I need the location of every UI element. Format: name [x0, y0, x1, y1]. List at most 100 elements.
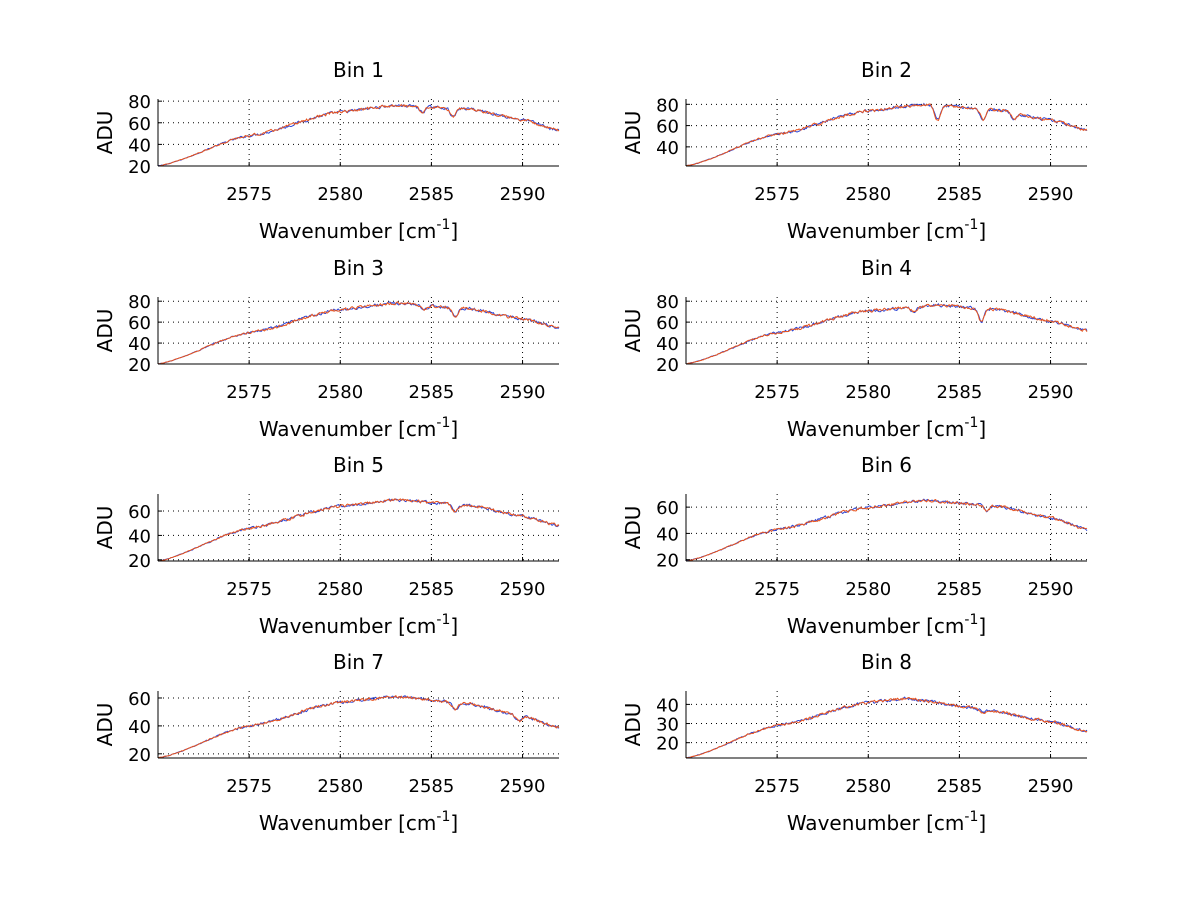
- x-tick-label: 2580: [845, 382, 891, 403]
- y-tick-label: 60: [128, 502, 151, 523]
- y-tick-label: 80: [128, 292, 151, 313]
- y-tick-label: 60: [656, 117, 679, 138]
- y-axis-label: ADU: [93, 703, 117, 747]
- x-axis-label-main: Wavenumber [cm: [259, 219, 437, 243]
- y-tick-label: 20: [128, 745, 151, 766]
- x-axis-label-end: ]: [978, 219, 986, 243]
- x-axis-label-superscript: -1: [436, 217, 450, 233]
- y-tick-label: 60: [128, 689, 151, 710]
- x-tick-label: 2590: [1028, 184, 1074, 205]
- x-axis-label-end: ]: [450, 811, 458, 835]
- x-axis-label-main: Wavenumber [cm: [259, 614, 437, 638]
- y-tick-label: 60: [656, 498, 679, 519]
- x-tick-label: 2580: [317, 382, 363, 403]
- y-tick-label: 40: [656, 695, 679, 716]
- y-tick-label: 40: [128, 135, 151, 156]
- x-axis-label: Wavenumber [cm-1]: [787, 809, 986, 835]
- x-axis-label-superscript: -1: [964, 415, 978, 431]
- x-tick-label: 2575: [226, 579, 272, 600]
- x-tick-label: 2590: [500, 776, 546, 797]
- y-tick-label: 40: [656, 524, 679, 545]
- y-axis-label: ADU: [621, 703, 645, 747]
- x-tick-label: 2575: [754, 776, 800, 797]
- series-line-orange: [157, 301, 560, 365]
- x-axis-label-end: ]: [450, 417, 458, 441]
- x-axis-label: Wavenumber [cm-1]: [259, 217, 458, 243]
- x-axis-label-main: Wavenumber [cm: [259, 811, 437, 835]
- x-axis-label: Wavenumber [cm-1]: [259, 809, 458, 835]
- y-tick-label: 20: [656, 551, 679, 572]
- x-tick-label: 2575: [754, 184, 800, 205]
- x-axis-label-superscript: -1: [436, 415, 450, 431]
- subplot-bin-7: Bin 7 2575 2580 2585 2590 20 40 60 ADU Wavenumber…: [93, 650, 560, 835]
- y-tick-label: 40: [128, 717, 151, 738]
- x-axis-label: Wavenumber [cm-1]: [787, 612, 986, 638]
- x-axis-label-superscript: -1: [964, 217, 978, 233]
- x-tick-label: 2585: [937, 579, 983, 600]
- x-axis-label-main: Wavenumber [cm: [787, 219, 965, 243]
- y-axis-label: ADU: [621, 506, 645, 550]
- y-tick-label: 20: [656, 355, 679, 376]
- y-tick-label: 60: [656, 313, 679, 334]
- x-tick-label: 2580: [317, 776, 363, 797]
- subplot-title: Bin 1: [333, 58, 384, 82]
- subplot-bin-5: Bin 5 2575 2580 2585 2590 20 40 60 ADU Wavenumber…: [93, 453, 560, 638]
- x-tick-label: 2585: [937, 382, 983, 403]
- x-tick-label: 2590: [1028, 776, 1074, 797]
- y-tick-label: 40: [656, 334, 679, 355]
- x-axis-label-superscript: -1: [964, 809, 978, 825]
- series-line-orange: [685, 498, 1088, 562]
- x-tick-label: 2575: [226, 382, 272, 403]
- y-tick-label: 80: [128, 92, 151, 113]
- y-tick-label: 20: [128, 157, 151, 178]
- x-axis-label-main: Wavenumber [cm: [787, 811, 965, 835]
- x-tick-label: 2590: [500, 382, 546, 403]
- y-tick-label: 40: [128, 526, 151, 547]
- x-tick-label: 2580: [845, 776, 891, 797]
- y-tick-label: 20: [656, 734, 679, 755]
- x-tick-label: 2580: [317, 579, 363, 600]
- x-tick-label: 2585: [409, 184, 455, 205]
- x-axis-label-end: ]: [978, 417, 986, 441]
- x-axis-label: Wavenumber [cm-1]: [787, 415, 986, 441]
- subplot-title: Bin 3: [333, 256, 384, 280]
- x-axis-label-end: ]: [450, 219, 458, 243]
- x-axis-label-main: Wavenumber [cm: [787, 614, 965, 638]
- y-tick-label: 60: [128, 313, 151, 334]
- series-line-orange: [685, 303, 1088, 365]
- y-axis-label: ADU: [621, 309, 645, 353]
- x-axis-label-end: ]: [978, 811, 986, 835]
- x-tick-label: 2585: [409, 382, 455, 403]
- y-tick-label: 40: [656, 138, 679, 159]
- x-tick-label: 2585: [937, 776, 983, 797]
- x-tick-label: 2585: [409, 776, 455, 797]
- subplot-title: Bin 8: [861, 650, 912, 674]
- y-tick-label: 30: [656, 715, 679, 736]
- x-axis-label: Wavenumber [cm-1]: [259, 415, 458, 441]
- x-tick-label: 2590: [1028, 579, 1074, 600]
- y-tick-label: 80: [656, 292, 679, 313]
- x-tick-label: 2575: [226, 776, 272, 797]
- x-axis-label-main: Wavenumber [cm: [787, 417, 965, 441]
- y-tick-label: 40: [128, 334, 151, 355]
- subplot-bin-6: Bin 6 2575 2580 2585 2590 20 40 60 ADU Wavenumber…: [621, 453, 1088, 638]
- x-tick-label: 2575: [754, 579, 800, 600]
- subplot-title: Bin 4: [861, 256, 912, 280]
- x-axis-label-end: ]: [450, 614, 458, 638]
- subplot-title: Bin 6: [861, 453, 912, 477]
- series-line-orange: [157, 694, 560, 759]
- y-axis-label: ADU: [93, 111, 117, 155]
- subplot-title: Bin 7: [333, 650, 384, 674]
- x-axis-label-superscript: -1: [436, 809, 450, 825]
- x-tick-label: 2590: [500, 579, 546, 600]
- subplot-title: Bin 5: [333, 453, 384, 477]
- x-tick-label: 2580: [317, 184, 363, 205]
- x-axis-label-end: ]: [978, 614, 986, 638]
- x-axis-label-superscript: -1: [436, 612, 450, 628]
- y-tick-label: 20: [128, 355, 151, 376]
